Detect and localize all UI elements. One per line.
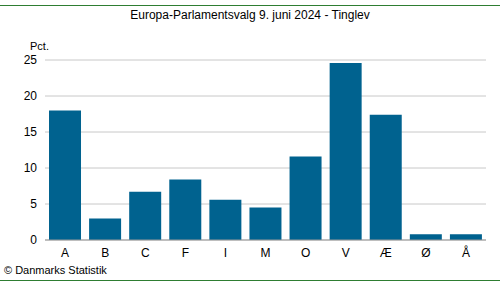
svg-text:I: I xyxy=(224,246,227,260)
svg-text:Æ: Æ xyxy=(380,246,392,260)
svg-text:Ø: Ø xyxy=(421,246,430,260)
svg-text:A: A xyxy=(61,246,69,260)
svg-text:10: 10 xyxy=(24,161,38,175)
svg-text:F: F xyxy=(182,246,189,260)
svg-text:15: 15 xyxy=(24,125,38,139)
html-text:Pct.: Pct. xyxy=(30,40,49,52)
svg-text:0: 0 xyxy=(30,233,37,247)
svg-text:Å: Å xyxy=(462,245,470,260)
svg-text:M: M xyxy=(261,246,271,260)
svg-text:C: C xyxy=(141,246,150,260)
svg-text:V: V xyxy=(342,246,350,260)
svg-text:O: O xyxy=(301,246,310,260)
svg-text:25: 25 xyxy=(24,53,38,67)
html-text:© Danmarks Statistik: © Danmarks Statistik xyxy=(4,264,107,276)
svg-text:5: 5 xyxy=(30,197,37,211)
html-text:Europa-Parlamentsvalg 9. juni: Europa-Parlamentsvalg 9. juni 2024 - Tin… xyxy=(130,8,370,22)
svg-text:20: 20 xyxy=(24,89,38,103)
svg-text:B: B xyxy=(101,246,109,260)
